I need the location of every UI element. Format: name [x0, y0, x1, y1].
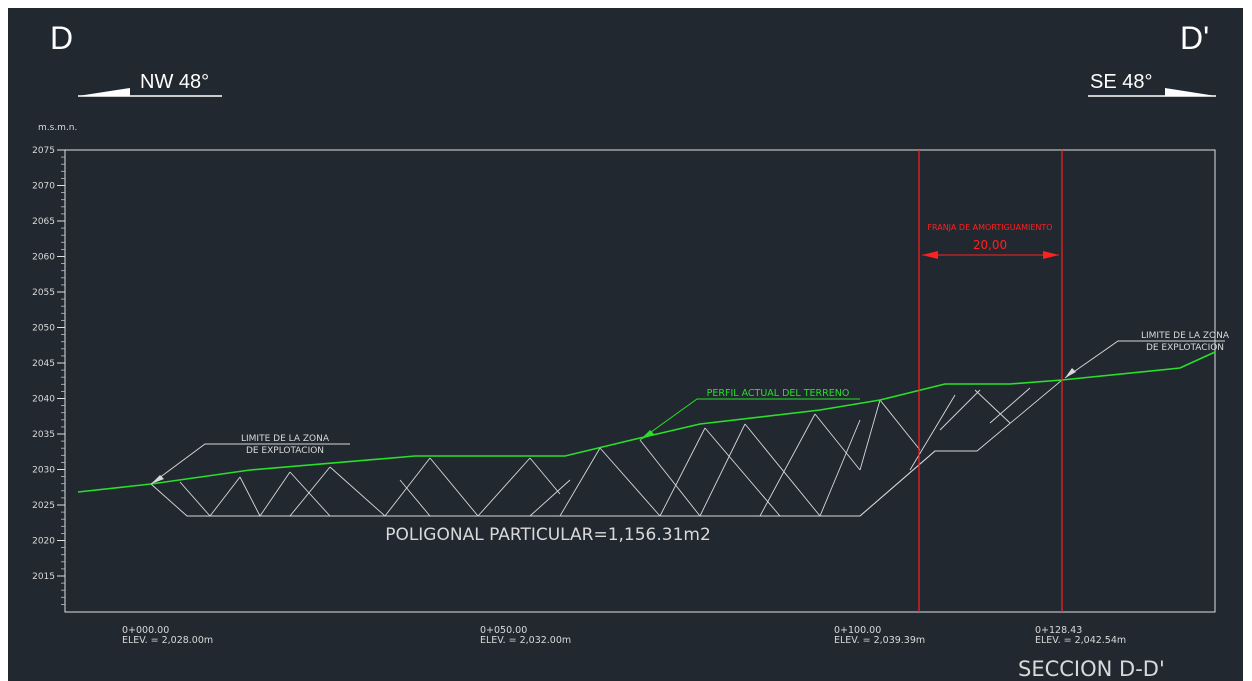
left-direction-label: NW 48°	[140, 71, 209, 93]
station-2: 0+100.00 ELEV. = 2,039.39m	[834, 625, 925, 646]
polygon-area-label: POLIGONAL PARTICULAR=1,156.31m2	[385, 525, 711, 545]
y-tick-label: 2030	[32, 466, 55, 476]
right-direction-label: SE 48°	[1090, 71, 1152, 93]
buffer-dimension	[922, 251, 1059, 259]
left-limit-label-line1: LIMITE DE LA ZONA	[241, 434, 330, 444]
y-tick-label: 2025	[32, 501, 55, 511]
section-end-label: D'	[1180, 20, 1209, 56]
y-tick-label: 2015	[32, 572, 55, 582]
station-3-elev: ELEV. = 2,042.54m	[1035, 635, 1126, 646]
buffer-width-value: 20,00	[973, 238, 1007, 252]
left-direction-arrow: NW 48°	[78, 71, 222, 97]
y-tick-label: 2035	[32, 430, 55, 440]
station-2-name: 0+100.00	[834, 625, 881, 636]
plot-frame	[64, 149, 1216, 613]
y-tick-label: 2065	[32, 217, 55, 227]
left-limit-label-line2: DE EXPLOTACION	[246, 446, 324, 456]
axis-unit-label: m.s.m.n.	[38, 123, 77, 133]
y-tick-label: 2060	[32, 253, 55, 263]
station-0-elev: ELEV. = 2,028.00m	[122, 635, 213, 646]
y-axis-ticks: 2075 2070 2065 2060 2055 2050 2045 2040 2035 2030…	[32, 146, 65, 582]
excavation-hatch	[150, 379, 1063, 517]
y-tick-label: 2045	[32, 359, 55, 369]
station-0-name: 0+000.00	[122, 625, 169, 636]
station-0: 0+000.00 ELEV. = 2,028.00m	[122, 625, 213, 646]
y-tick-label: 2070	[32, 182, 55, 192]
y-tick-label: 2020	[32, 537, 55, 547]
station-3: 0+128.43 ELEV. = 2,042.54m	[1035, 625, 1126, 646]
station-1: 0+050.00 ELEV. = 2,032.00m	[480, 625, 571, 646]
station-1-name: 0+050.00	[480, 625, 527, 636]
terrain-profile-label: PERFIL ACTUAL DEL TERRENO	[707, 388, 850, 399]
y-tick-label: 2055	[32, 288, 55, 298]
station-3-name: 0+128.43	[1035, 625, 1082, 636]
station-2-elev: ELEV. = 2,039.39m	[834, 635, 925, 646]
terrain-profile-line	[77, 351, 1216, 493]
left-limit-leader	[150, 443, 350, 485]
y-tick-label: 2050	[32, 324, 55, 334]
right-direction-arrow: SE 48°	[1088, 71, 1216, 97]
station-1-elev: ELEV. = 2,032.00m	[480, 635, 571, 646]
right-limit-label-line2: DE EXPLOTACION	[1146, 343, 1224, 353]
section-title: SECCION D-D'	[1018, 657, 1165, 681]
cad-canvas: D D' NW 48° SE 48° m.s.m.n. 2075 2070 2065…	[8, 8, 1243, 681]
right-limit-leader	[1064, 340, 1225, 379]
section-start-label: D	[50, 20, 73, 56]
y-axis-minor-ticks	[61, 156, 65, 605]
buffer-zone-label: FRANJA DE AMORTIGUAMIENTO	[927, 223, 1052, 232]
right-limit-label-line1: LIMITE DE LA ZONA	[1141, 331, 1230, 341]
y-tick-label: 2075	[32, 146, 55, 156]
terrain-profile-leader	[639, 398, 860, 441]
section-drawing: D D' NW 48° SE 48° m.s.m.n. 2075 2070 2065…	[32, 20, 1230, 681]
y-tick-label: 2040	[32, 395, 55, 405]
